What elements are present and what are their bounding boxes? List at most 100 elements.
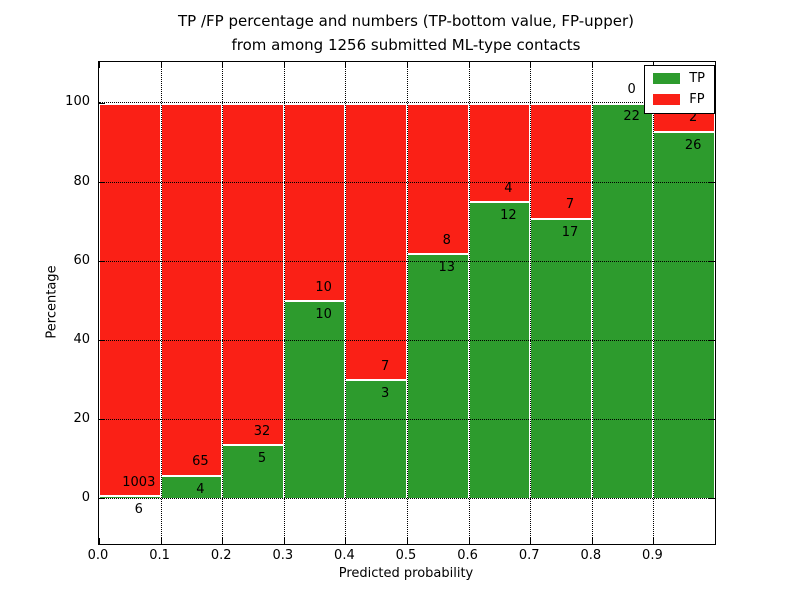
bar-count-label-fp: 7	[565, 197, 575, 213]
chart-title-line-2: from among 1256 submitted ML-type contac…	[231, 36, 581, 54]
bar-count-label-tp: 5	[257, 451, 267, 467]
chart-title: TP /FP percentage and numbers (TP-bottom…	[98, 9, 714, 57]
x-tick-mark	[653, 538, 655, 544]
bar-count-label-tp: 12	[500, 208, 517, 224]
bar-count-label-fp: 8	[442, 232, 451, 248]
gridline-vertical	[591, 62, 593, 544]
x-tick-label: 0.6	[457, 548, 478, 563]
bar-count-label-fp: 1003	[122, 474, 156, 490]
legend-tp-swatch-icon	[653, 73, 681, 84]
bar-count-label-tp: 22	[623, 109, 640, 125]
y-tick-mark-right	[709, 261, 715, 263]
bar-tp-segment	[653, 131, 715, 499]
gridline-vertical	[468, 62, 470, 544]
x-tick-mark-top	[160, 62, 162, 68]
legend-tp-label: TP	[689, 71, 705, 86]
gridline-vertical	[407, 62, 408, 544]
x-tick-label: 0.3	[272, 548, 294, 563]
x-tick-mark	[283, 538, 285, 544]
bar-fp-segment	[99, 103, 161, 497]
x-tick-mark-top	[283, 62, 285, 68]
bar-count-label-fp: 65	[192, 454, 209, 470]
x-tick-mark	[160, 538, 162, 544]
legend: TP FP	[644, 65, 715, 114]
y-tick-mark	[99, 182, 105, 183]
bar-fp-segment	[345, 103, 407, 381]
bar-fp-segment	[160, 103, 223, 476]
x-tick-mark-top	[345, 62, 347, 68]
bar-fp-segment	[407, 103, 469, 254]
x-tick-label: 0.1	[149, 548, 170, 563]
legend-fp-swatch-icon	[653, 94, 681, 105]
legend-entry-tp: TP	[653, 72, 705, 85]
x-tick-mark-top	[407, 62, 408, 68]
y-tick-label: 20	[73, 410, 90, 426]
bar-tp-segment	[283, 301, 346, 499]
bar-fp-segment	[283, 103, 346, 302]
x-tick-mark	[99, 538, 100, 544]
x-tick-mark	[407, 538, 408, 544]
bar-fp-segment	[222, 103, 284, 446]
y-tick-label: 80	[73, 173, 90, 189]
x-tick-mark-top	[222, 62, 224, 68]
y-tick-mark	[99, 419, 105, 421]
x-tick-mark	[591, 538, 593, 544]
x-tick-label: 0.0	[87, 548, 109, 563]
bar-count-label-fp: 4	[504, 180, 513, 196]
x-tick-mark-top	[591, 62, 593, 68]
x-tick-mark	[468, 538, 470, 544]
gridline-vertical	[222, 62, 224, 544]
x-tick-mark-top	[530, 62, 532, 68]
y-tick-mark	[99, 498, 105, 500]
gridline-vertical	[530, 62, 532, 544]
y-tick-mark-right	[709, 182, 715, 183]
bar-count-label-fp: 32	[253, 423, 271, 439]
bar-count-label-tp: 3	[381, 385, 390, 401]
plot-area: TP FP 1003 6 65 4 32 5 10 10 7 3 8 13 4 12 7 17 0 22 2 26	[98, 61, 716, 545]
legend-fp-label: FP	[689, 92, 705, 107]
bar-count-label-fp: 10	[315, 279, 332, 295]
x-tick-mark-top	[99, 62, 100, 68]
bar-count-label-fp: 0	[627, 82, 636, 98]
bar-count-label-tp: 4	[196, 481, 205, 497]
y-axis-label: Percentage	[44, 265, 60, 339]
x-tick-label: 0.7	[518, 548, 540, 563]
x-tick-label: 0.4	[334, 548, 355, 563]
bar-tp-segment	[591, 103, 654, 499]
x-tick-label: 0.9	[642, 548, 663, 563]
bar-tp-segment	[530, 218, 592, 499]
bar-count-label-tp: 13	[438, 259, 456, 275]
y-tick-mark	[99, 102, 105, 104]
y-tick-label: 40	[73, 331, 90, 347]
x-tick-mark	[222, 538, 224, 544]
x-tick-mark	[345, 538, 347, 544]
bar-tp-segment	[222, 445, 284, 499]
bar-count-label-fp: 7	[381, 358, 390, 374]
gridline-vertical	[345, 62, 347, 544]
y-tick-label: 60	[73, 252, 90, 268]
bar-count-label-tp: 26	[684, 137, 702, 153]
bar-fp-segment	[468, 103, 531, 203]
bar-tp-segment	[345, 380, 407, 499]
legend-entry-fp: FP	[653, 93, 705, 106]
x-axis-label: Predicted probability	[338, 566, 474, 581]
gridline-vertical	[283, 62, 285, 544]
x-tick-label: 0.8	[580, 548, 602, 563]
x-tick-label: 0.5	[395, 548, 417, 563]
gridline-vertical	[160, 62, 162, 544]
bar-tp-segment	[407, 254, 469, 499]
y-tick-label: 0	[81, 489, 90, 505]
gridline-vertical	[653, 62, 655, 544]
y-tick-label: 100	[65, 94, 90, 110]
y-tick-mark-right	[709, 340, 715, 342]
y-tick-mark-right	[709, 498, 715, 500]
x-tick-mark-top	[468, 62, 470, 68]
bar-count-label-fp: 2	[689, 110, 698, 126]
x-tick-label: 0.2	[210, 548, 232, 563]
x-tick-mark	[530, 538, 532, 544]
bar-count-label-tp: 17	[561, 224, 579, 240]
y-tick-mark	[99, 261, 105, 263]
bar-count-label-tp: 10	[315, 306, 332, 322]
bar-tp-segment	[468, 202, 531, 499]
